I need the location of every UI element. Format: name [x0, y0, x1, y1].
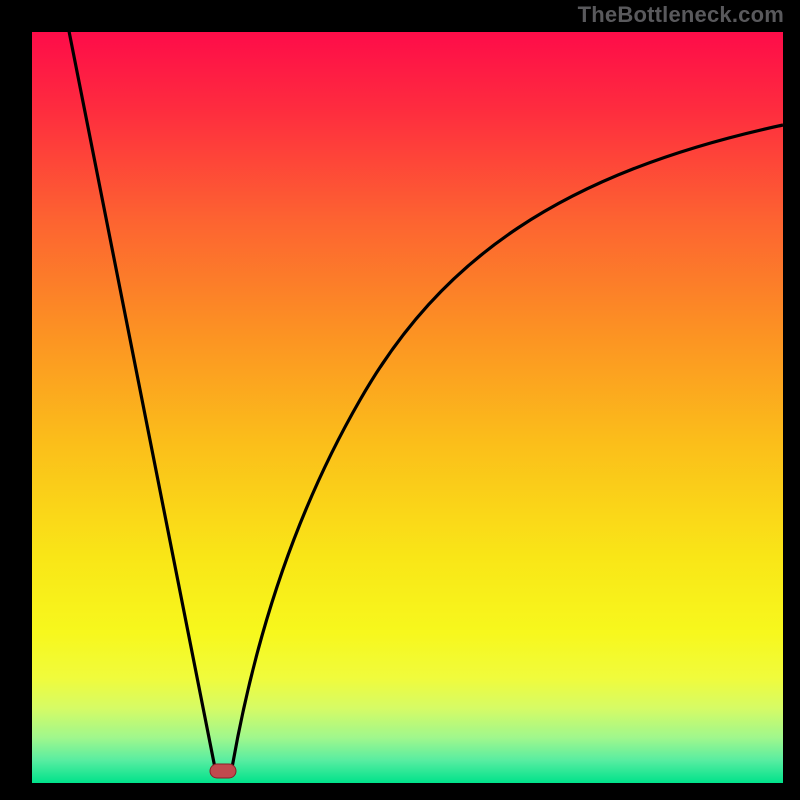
bottleneck-chart-svg [0, 0, 800, 800]
chart-canvas: TheBottleneck.com [0, 0, 800, 800]
minimum-marker [210, 764, 236, 778]
frame-edge [783, 0, 800, 800]
frame-edge [0, 0, 32, 800]
watermark-text: TheBottleneck.com [578, 2, 784, 28]
frame-edge [0, 783, 800, 800]
